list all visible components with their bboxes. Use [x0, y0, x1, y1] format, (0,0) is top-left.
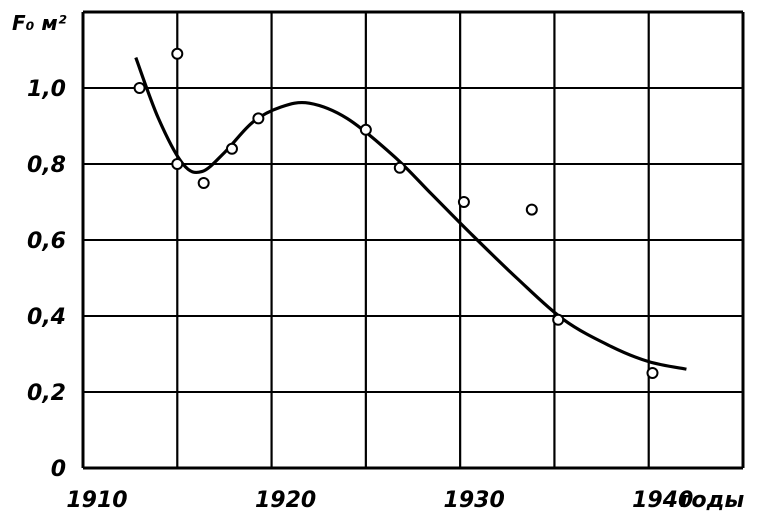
data-point	[171, 47, 184, 60]
data-point	[133, 82, 146, 94]
data-point	[252, 112, 265, 125]
x-tick-label: 1940	[632, 488, 693, 513]
y-tick-label: 0,6	[27, 229, 66, 254]
y-tick-label: 0,2	[27, 381, 66, 406]
data-points	[133, 47, 659, 379]
data-point	[393, 161, 406, 174]
y-axis-label: F₀ м²	[12, 11, 67, 35]
y-tick-label: 0,4	[27, 305, 66, 330]
y-tick-label: 1,0	[27, 77, 66, 102]
data-point	[359, 123, 372, 136]
tick-labels: 1910 1920 1930 1940 0 0,2 0,4 0,6 0,8 1,0	[27, 77, 693, 513]
data-point	[225, 142, 238, 155]
y-tick-label: 0,8	[27, 153, 66, 178]
x-axis-label: годы	[680, 488, 744, 513]
data-point	[457, 196, 470, 208]
x-tick-label: 1930	[444, 488, 505, 513]
data-point	[197, 177, 210, 189]
fit-curve	[134, 57, 687, 371]
x-tick-label: 1920	[255, 488, 316, 513]
data-point	[552, 313, 565, 326]
data-point	[646, 367, 659, 379]
data-point	[171, 158, 184, 170]
data-point	[525, 203, 538, 216]
y-tick-label: 0	[51, 457, 66, 482]
grid	[81, 10, 745, 470]
x-tick-label: 1910	[66, 488, 127, 513]
